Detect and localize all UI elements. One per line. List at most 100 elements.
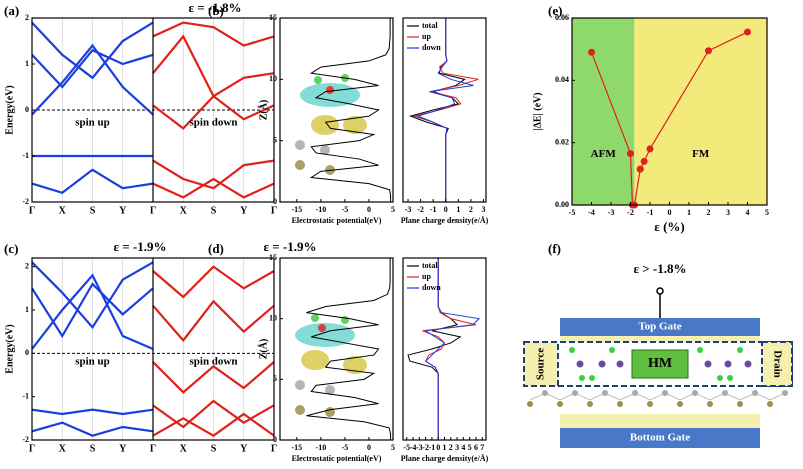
device-diagram: ε > -1.8% Top Gate Source Drain HM Botto…: [523, 261, 793, 448]
panel-label: (b): [208, 3, 224, 18]
band: [31, 168, 154, 195]
structure-d: [295, 314, 367, 417]
band: [31, 282, 154, 339]
drain-label: Drain: [771, 350, 783, 378]
y-tick-label: 0: [273, 435, 277, 444]
x-tick-label: -1: [430, 205, 437, 214]
band: [152, 361, 275, 394]
panel-label: (d): [208, 241, 224, 256]
band: [31, 408, 154, 416]
x-axis-label: ε (%): [654, 219, 684, 234]
y-tick-label: 5: [273, 135, 277, 144]
band: [152, 299, 275, 343]
plot-frame: [402, 17, 487, 203]
x-tick-label: -3: [608, 208, 615, 217]
x-tick-label: Γ: [271, 443, 277, 454]
x-tick-label: -3: [405, 205, 412, 214]
x-tick-label: 5: [765, 208, 769, 217]
x-tick-label: 1: [687, 208, 691, 217]
x-tick-label: 2: [449, 443, 453, 452]
x-tick-label: Y: [119, 443, 127, 454]
x-tick-label: 3: [481, 205, 485, 214]
x-tick-label: 3: [726, 208, 730, 217]
annotation: spin up: [75, 116, 110, 128]
annotation: spin up: [75, 355, 110, 367]
y-tick-label: 2: [25, 261, 29, 270]
legend-label: down: [422, 283, 441, 292]
legend-label: up: [422, 272, 431, 281]
legend-label: total: [422, 261, 438, 270]
y-tick-label: 0: [273, 197, 277, 206]
x-tick-label: -5: [342, 443, 349, 452]
bottom-gate-label: Bottom Gate: [630, 432, 690, 444]
x-tick-label: X: [180, 205, 188, 216]
data-point: [744, 28, 751, 36]
x-tick-label: 4: [461, 443, 465, 452]
y-tick-label: 5: [273, 374, 277, 383]
plot-frame: [279, 17, 394, 203]
x-tick-label: 7: [480, 443, 484, 452]
region: [634, 18, 767, 205]
data-point: [588, 48, 595, 56]
x-tick-label: 6: [474, 443, 478, 452]
x-tick-label: 2: [469, 205, 473, 214]
y-tick-label: 1: [25, 305, 29, 314]
x-tick-label: Γ: [271, 205, 277, 216]
y-tick-label: 0.04: [555, 75, 569, 84]
hm-label: HM: [648, 356, 672, 371]
region-label: AFM: [591, 148, 617, 160]
top-gate-label: Top Gate: [638, 321, 681, 333]
y-tick-label: 0.02: [555, 137, 569, 146]
band: [31, 21, 154, 80]
x-tick-label: -5: [342, 205, 349, 214]
band: [31, 43, 154, 116]
plot-frame: [279, 257, 394, 441]
x-tick-label: X: [59, 443, 67, 454]
x-tick-label: X: [59, 205, 67, 216]
y-tick-label: 0: [25, 105, 29, 114]
chart-title: ε = -1.8%: [188, 0, 241, 15]
band: [31, 421, 154, 437]
chart-title: ε = -1.9%: [113, 239, 166, 254]
panel-label: (f): [548, 241, 561, 256]
y-tick-label: 0: [25, 348, 29, 357]
chart-title: ε = -1.9%: [263, 239, 316, 254]
data-point: [636, 165, 644, 173]
x-tick-label: 1: [456, 205, 460, 214]
legend-label: down: [422, 43, 441, 52]
x-tick-label: -5: [403, 443, 410, 452]
x-tick-label: 0: [444, 205, 448, 214]
y-tick-label: -2: [22, 197, 29, 206]
x-tick-label: -2: [417, 205, 424, 214]
x-tick-label: -15: [291, 443, 302, 452]
x-tick-label: -4: [588, 208, 595, 217]
y-axis-label: Energy(eV): [4, 324, 15, 373]
band: [152, 159, 275, 190]
x-tick-label: Γ: [150, 443, 156, 454]
y-tick-label: 0.00: [555, 200, 569, 209]
y-tick-label: 1: [25, 59, 29, 68]
x-tick-label: Γ: [29, 205, 35, 216]
plot-frame: [402, 257, 487, 441]
y-axis-label: Energy(eV): [4, 85, 15, 134]
profile-line: [424, 258, 481, 440]
x-tick-label: 0: [436, 443, 440, 452]
x-axis-label: Electrostatic potential(eV): [292, 454, 382, 463]
x-tick-label: -4: [410, 443, 417, 452]
x-tick-label: 0: [367, 205, 371, 214]
band: [152, 177, 275, 199]
diagram-title: ε > -1.8%: [633, 261, 686, 276]
band: [152, 412, 275, 437]
region-label: FM: [692, 148, 710, 160]
x-tick-label: -1: [647, 208, 654, 217]
x-tick-label: -10: [316, 205, 327, 214]
data-point: [640, 157, 648, 165]
band: [31, 273, 154, 351]
y-tick-label: -2: [22, 435, 29, 444]
y-tick-label: 0.06: [555, 13, 569, 22]
panel-label: (c): [4, 241, 18, 256]
band: [31, 261, 154, 330]
x-tick-label: 0: [367, 443, 371, 452]
x-axis-label: Plane charge density(e/Å): [401, 454, 489, 463]
